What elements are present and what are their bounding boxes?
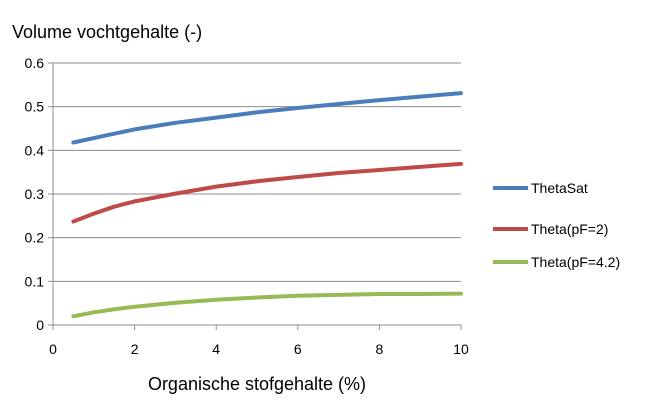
series-line-1: [71, 161, 463, 224]
x-tick-label-1: 2: [131, 341, 139, 357]
x-tick-label-5: 10: [453, 341, 469, 357]
legend-label-1: Theta(pF=2): [531, 221, 608, 237]
x-axis-title: Organische stofgehalte (%): [148, 374, 366, 394]
series-line-2: [71, 291, 463, 319]
gridlines: [53, 62, 461, 282]
y-tick-label-5: 0.5: [25, 99, 45, 115]
series-line-0: [71, 91, 463, 145]
y-tick-label-6: 0.6: [25, 55, 45, 71]
chart-title: Volume vochtgehalte (-): [12, 22, 202, 42]
x-tick-label-3: 6: [294, 341, 302, 357]
y-tick-label-0: 0: [36, 317, 44, 333]
x-tick-label-4: 8: [376, 341, 384, 357]
legend-label-2: Theta(pF=4.2): [531, 254, 620, 270]
y-tick-label-4: 0.4: [25, 142, 45, 158]
legend: ThetaSat Theta(pF=2) Theta(pF=4.2): [493, 180, 620, 270]
x-tick-label-0: 0: [49, 341, 57, 357]
y-tick-label-1: 0.1: [25, 273, 45, 289]
axes: [48, 62, 462, 330]
x-tick-label-2: 4: [212, 341, 220, 357]
y-tick-label-3: 0.3: [25, 186, 45, 202]
legend-label-0: ThetaSat: [531, 180, 588, 196]
y-tick-label-2: 0.2: [25, 230, 45, 246]
y-tick-labels: 0 0.1 0.2 0.3 0.4 0.5 0.6: [25, 55, 45, 333]
series-lines: [71, 91, 463, 319]
x-tick-labels: 0 2 4 6 8 10: [49, 341, 469, 357]
